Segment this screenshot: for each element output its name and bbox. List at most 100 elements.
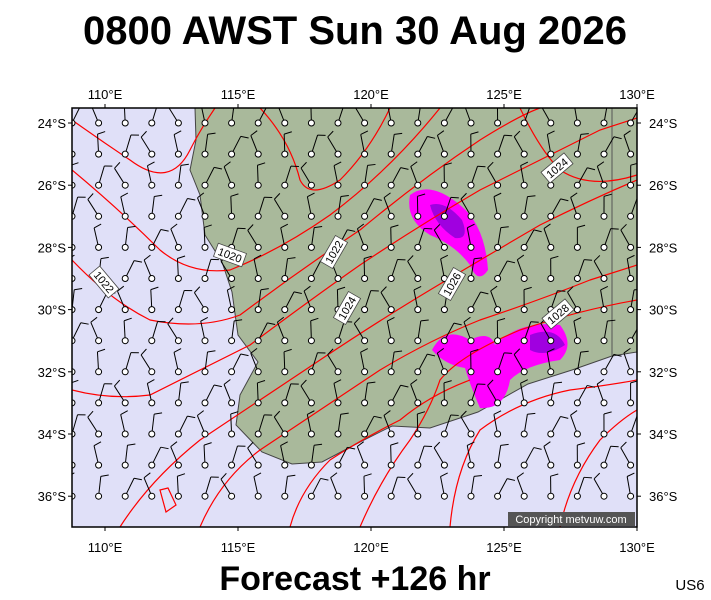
wind-barb	[583, 476, 592, 479]
station	[414, 368, 422, 376]
station	[254, 243, 262, 251]
wind-barb	[520, 379, 528, 384]
wind-barb	[247, 441, 254, 449]
wind-barb	[207, 350, 216, 353]
wind-barb	[173, 130, 182, 136]
station	[254, 212, 262, 220]
wind-barb	[493, 192, 502, 198]
wind-barb	[124, 101, 132, 104]
wind-barb	[253, 472, 262, 478]
wind-barb	[187, 415, 196, 419]
wind-barb	[367, 381, 376, 384]
station	[281, 275, 289, 282]
station	[121, 337, 129, 345]
station	[334, 368, 342, 376]
station	[334, 399, 342, 407]
station	[148, 181, 156, 189]
wind-barb	[464, 100, 470, 105]
station	[627, 492, 635, 500]
station	[494, 181, 502, 189]
station	[95, 368, 103, 376]
wind-barb	[173, 348, 182, 353]
station	[307, 181, 315, 189]
station	[440, 150, 448, 158]
lat-label: 24°S	[38, 116, 67, 131]
station	[414, 212, 422, 220]
station	[307, 275, 315, 282]
wind-barb	[570, 410, 578, 416]
wind-barb	[283, 348, 292, 353]
station	[281, 430, 289, 438]
station	[573, 430, 581, 438]
station	[361, 492, 369, 500]
station	[467, 492, 475, 500]
wind-barb	[460, 192, 467, 200]
wind-barb	[363, 255, 372, 259]
station	[600, 243, 608, 251]
wind-barb	[497, 317, 506, 322]
lon-label: 120°E	[353, 87, 389, 102]
wind-barb	[257, 162, 266, 166]
station	[440, 181, 448, 189]
title: 0800 AWST Sun 30 Aug 2026	[83, 9, 627, 53]
lat-label: 26°S	[38, 178, 67, 193]
wind-barb	[463, 316, 471, 323]
wind-barb	[523, 286, 532, 291]
lon-label: 130°E	[619, 540, 655, 555]
isobar	[72, 108, 541, 325]
station	[228, 150, 236, 158]
station	[228, 492, 236, 500]
wind-barb	[460, 410, 467, 418]
station	[307, 212, 315, 220]
station	[627, 243, 635, 251]
wind-barb	[610, 445, 619, 448]
wind-barb	[287, 474, 296, 477]
wind-barb	[177, 473, 186, 477]
wind-barb	[97, 348, 106, 353]
wind-barb	[513, 348, 521, 355]
wind-barb	[454, 105, 462, 107]
station	[307, 430, 315, 438]
isobar	[559, 409, 637, 527]
station	[228, 212, 236, 220]
wind-barb	[623, 347, 631, 354]
isobar	[119, 179, 637, 527]
wind-barb	[580, 133, 589, 135]
wind-barb	[287, 257, 296, 260]
wind-barb	[347, 446, 356, 450]
wind-barb	[357, 441, 365, 447]
wind-barb	[234, 102, 242, 103]
wind-barb	[167, 317, 174, 325]
wind-barb	[134, 260, 143, 263]
wind-barb	[223, 161, 231, 168]
lon-label: 115°E	[221, 540, 256, 555]
wind-barb	[443, 162, 452, 166]
wind-barb	[72, 464, 73, 466]
wind-barb	[600, 286, 609, 291]
station	[627, 430, 635, 438]
station	[387, 306, 395, 314]
wind-barb	[400, 384, 409, 388]
station	[547, 275, 555, 282]
station	[600, 430, 608, 438]
station	[307, 368, 315, 376]
station	[387, 337, 395, 345]
station	[174, 430, 182, 438]
station	[361, 119, 369, 127]
station	[600, 212, 608, 220]
station	[520, 337, 528, 345]
wind-barb	[513, 130, 521, 138]
station	[627, 306, 635, 314]
wind-barb	[240, 135, 249, 139]
isobar	[72, 108, 216, 174]
wind-barb	[541, 100, 547, 106]
station	[201, 181, 209, 189]
station	[174, 399, 182, 407]
station	[387, 212, 395, 220]
station	[361, 461, 369, 469]
wind-barb	[234, 319, 243, 322]
station	[467, 119, 475, 127]
wind-barb	[560, 416, 569, 419]
wind-barb	[177, 255, 186, 259]
